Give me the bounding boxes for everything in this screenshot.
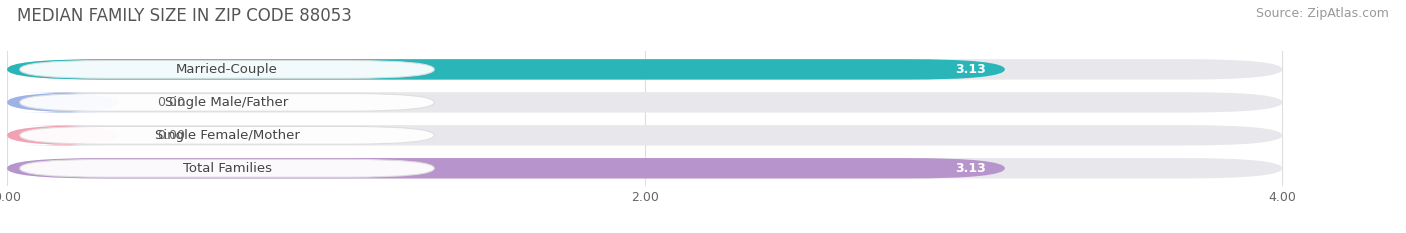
Text: 0.00: 0.00	[157, 96, 184, 109]
FancyBboxPatch shape	[20, 93, 434, 111]
Text: Single Male/Father: Single Male/Father	[166, 96, 288, 109]
Text: Source: ZipAtlas.com: Source: ZipAtlas.com	[1256, 7, 1389, 20]
FancyBboxPatch shape	[7, 125, 1282, 146]
Text: Single Female/Mother: Single Female/Mother	[155, 129, 299, 142]
FancyBboxPatch shape	[20, 127, 434, 144]
Text: 3.13: 3.13	[955, 162, 986, 175]
FancyBboxPatch shape	[7, 125, 118, 146]
Text: MEDIAN FAMILY SIZE IN ZIP CODE 88053: MEDIAN FAMILY SIZE IN ZIP CODE 88053	[17, 7, 352, 25]
FancyBboxPatch shape	[7, 92, 1282, 113]
Text: 0.00: 0.00	[157, 129, 184, 142]
FancyBboxPatch shape	[7, 158, 1282, 178]
Text: Married-Couple: Married-Couple	[176, 63, 278, 76]
Text: 3.13: 3.13	[955, 63, 986, 76]
Text: Total Families: Total Families	[183, 162, 271, 175]
FancyBboxPatch shape	[7, 59, 1005, 80]
FancyBboxPatch shape	[20, 159, 434, 177]
FancyBboxPatch shape	[7, 59, 1282, 80]
FancyBboxPatch shape	[7, 158, 1005, 178]
FancyBboxPatch shape	[20, 61, 434, 78]
FancyBboxPatch shape	[7, 92, 118, 113]
